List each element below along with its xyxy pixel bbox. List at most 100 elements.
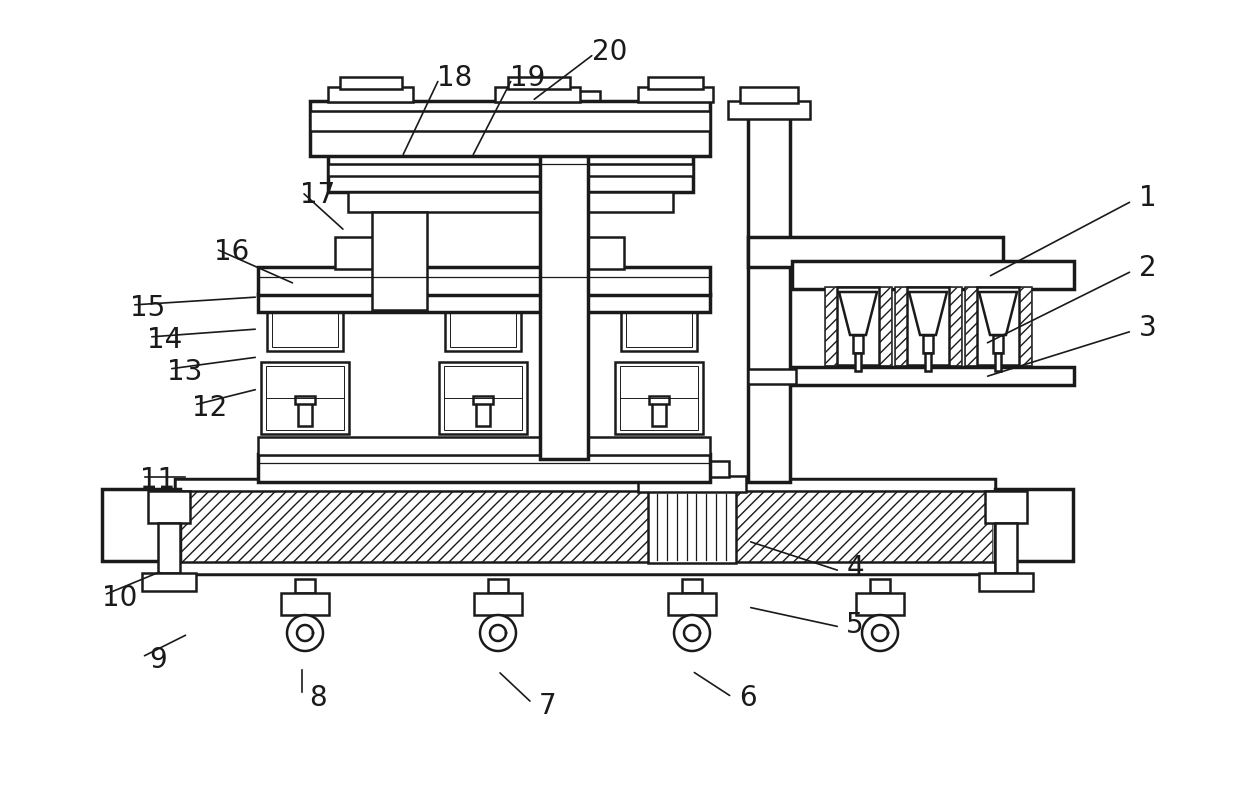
Bar <box>620 367 698 431</box>
Bar <box>472 396 494 404</box>
Polygon shape <box>286 615 322 651</box>
Bar <box>258 455 711 482</box>
Polygon shape <box>839 293 877 335</box>
Text: 12: 12 <box>192 394 228 422</box>
Bar <box>748 237 1003 268</box>
Bar <box>980 573 1033 591</box>
Bar <box>489 579 508 593</box>
Bar <box>348 192 673 213</box>
Bar <box>895 288 906 366</box>
Bar <box>925 354 931 371</box>
Bar <box>825 288 892 366</box>
Bar <box>853 335 863 354</box>
Text: 16: 16 <box>215 237 249 265</box>
Polygon shape <box>675 615 711 651</box>
Text: 1: 1 <box>1140 184 1157 212</box>
Bar <box>649 492 737 563</box>
Bar <box>825 288 837 366</box>
Bar <box>476 400 490 427</box>
Bar <box>644 294 675 312</box>
Bar <box>474 593 522 615</box>
Bar <box>289 294 321 312</box>
Bar <box>655 461 729 477</box>
Bar <box>329 88 413 103</box>
Bar <box>267 310 343 351</box>
Bar <box>495 88 580 103</box>
Bar <box>994 354 1001 371</box>
Bar <box>528 92 600 110</box>
Text: 19: 19 <box>511 64 546 92</box>
Bar <box>906 288 949 366</box>
Bar <box>467 294 498 312</box>
Bar <box>439 363 527 435</box>
Bar <box>450 314 516 347</box>
Bar <box>267 367 343 431</box>
Polygon shape <box>980 293 1017 335</box>
Bar <box>444 367 522 431</box>
Bar <box>639 88 713 103</box>
Text: 5: 5 <box>846 610 864 638</box>
Bar <box>923 335 932 354</box>
Bar <box>272 314 339 347</box>
Bar <box>562 237 624 269</box>
Polygon shape <box>862 615 898 651</box>
Bar <box>1019 288 1030 366</box>
Bar <box>539 105 588 460</box>
Bar <box>626 314 692 347</box>
Bar <box>965 288 977 366</box>
Bar <box>639 476 746 492</box>
Text: 9: 9 <box>149 645 167 673</box>
Text: 8: 8 <box>309 683 327 711</box>
Bar <box>748 118 790 482</box>
Bar <box>994 524 1017 573</box>
Bar <box>993 335 1003 354</box>
Bar <box>870 579 890 593</box>
Bar <box>372 213 427 310</box>
Bar <box>258 294 711 313</box>
Text: 7: 7 <box>539 691 557 719</box>
Bar <box>143 573 196 591</box>
Text: 10: 10 <box>103 583 138 611</box>
Bar <box>621 310 697 351</box>
Bar <box>281 593 329 615</box>
Bar <box>649 396 670 404</box>
Bar <box>258 437 711 456</box>
Bar <box>856 354 861 371</box>
Bar <box>508 78 570 90</box>
Bar <box>175 480 994 574</box>
Bar <box>895 288 961 366</box>
Bar <box>295 396 315 404</box>
Text: 14: 14 <box>148 326 182 354</box>
Text: 17: 17 <box>300 180 336 209</box>
Bar <box>728 102 810 119</box>
Bar <box>260 363 348 435</box>
Bar <box>329 164 693 176</box>
Bar <box>949 288 961 366</box>
Bar <box>682 579 702 593</box>
Bar <box>157 524 180 573</box>
Text: 20: 20 <box>593 38 627 66</box>
Text: 3: 3 <box>1140 314 1157 342</box>
Bar <box>310 111 711 132</box>
Text: 15: 15 <box>130 294 166 322</box>
Bar <box>335 237 397 269</box>
Bar <box>298 400 312 427</box>
Text: 13: 13 <box>167 358 202 386</box>
Bar <box>740 88 799 104</box>
Bar <box>652 400 666 427</box>
Bar <box>856 593 904 615</box>
Bar <box>258 268 711 296</box>
Bar <box>175 562 994 574</box>
Bar <box>615 363 703 435</box>
Bar <box>649 78 703 90</box>
Bar <box>668 593 715 615</box>
Bar <box>994 489 1073 561</box>
Text: 2: 2 <box>1140 253 1157 282</box>
Bar <box>985 492 1027 524</box>
Bar <box>792 261 1074 290</box>
Bar <box>295 579 315 593</box>
Bar <box>748 370 796 384</box>
Text: 18: 18 <box>438 64 472 92</box>
Polygon shape <box>909 293 947 335</box>
Bar <box>148 492 190 524</box>
